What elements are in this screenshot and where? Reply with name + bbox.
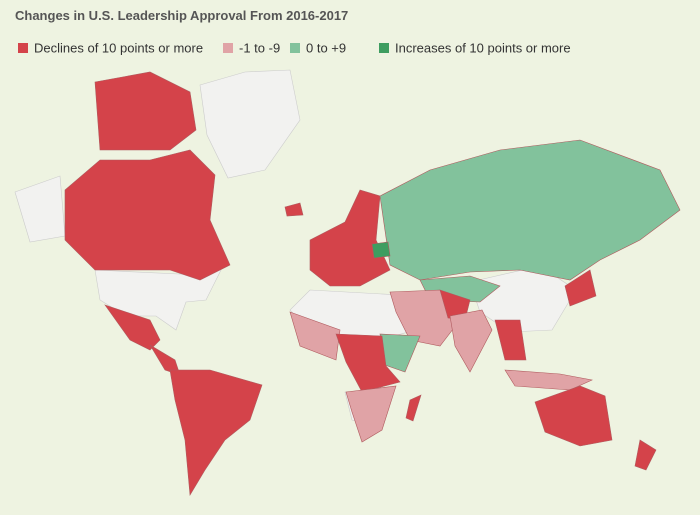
belarus <box>371 241 391 259</box>
legend-swatch <box>379 43 389 53</box>
iceland <box>284 202 304 217</box>
greenland <box>199 69 301 179</box>
india <box>449 309 493 373</box>
japan <box>564 269 597 307</box>
legend-label: Increases of 10 points or more <box>395 40 571 55</box>
south-america <box>169 369 263 496</box>
mexico <box>104 304 161 351</box>
legend-swatch <box>18 43 28 53</box>
indonesia <box>504 369 593 391</box>
legend-label: -1 to -9 <box>239 40 280 55</box>
new-zealand <box>634 439 657 471</box>
southeast-asia <box>494 319 527 361</box>
southern-africa <box>345 385 397 443</box>
legend-swatch <box>223 43 233 53</box>
madagascar <box>405 394 422 422</box>
canada <box>64 149 231 281</box>
central-africa <box>335 333 401 393</box>
legend-label: Declines of 10 points or more <box>34 40 203 55</box>
legend-swatch <box>290 43 300 53</box>
world-map <box>14 69 681 496</box>
australia <box>534 385 613 447</box>
russia <box>379 139 681 281</box>
legend: Declines of 10 points or more -1 to -9 0 t… <box>18 40 571 55</box>
west-africa <box>289 311 341 361</box>
canada-islands <box>94 71 197 151</box>
legend-label: 0 to +9 <box>306 40 346 55</box>
title: Changes in U.S. Leadership Approval From… <box>15 8 348 23</box>
